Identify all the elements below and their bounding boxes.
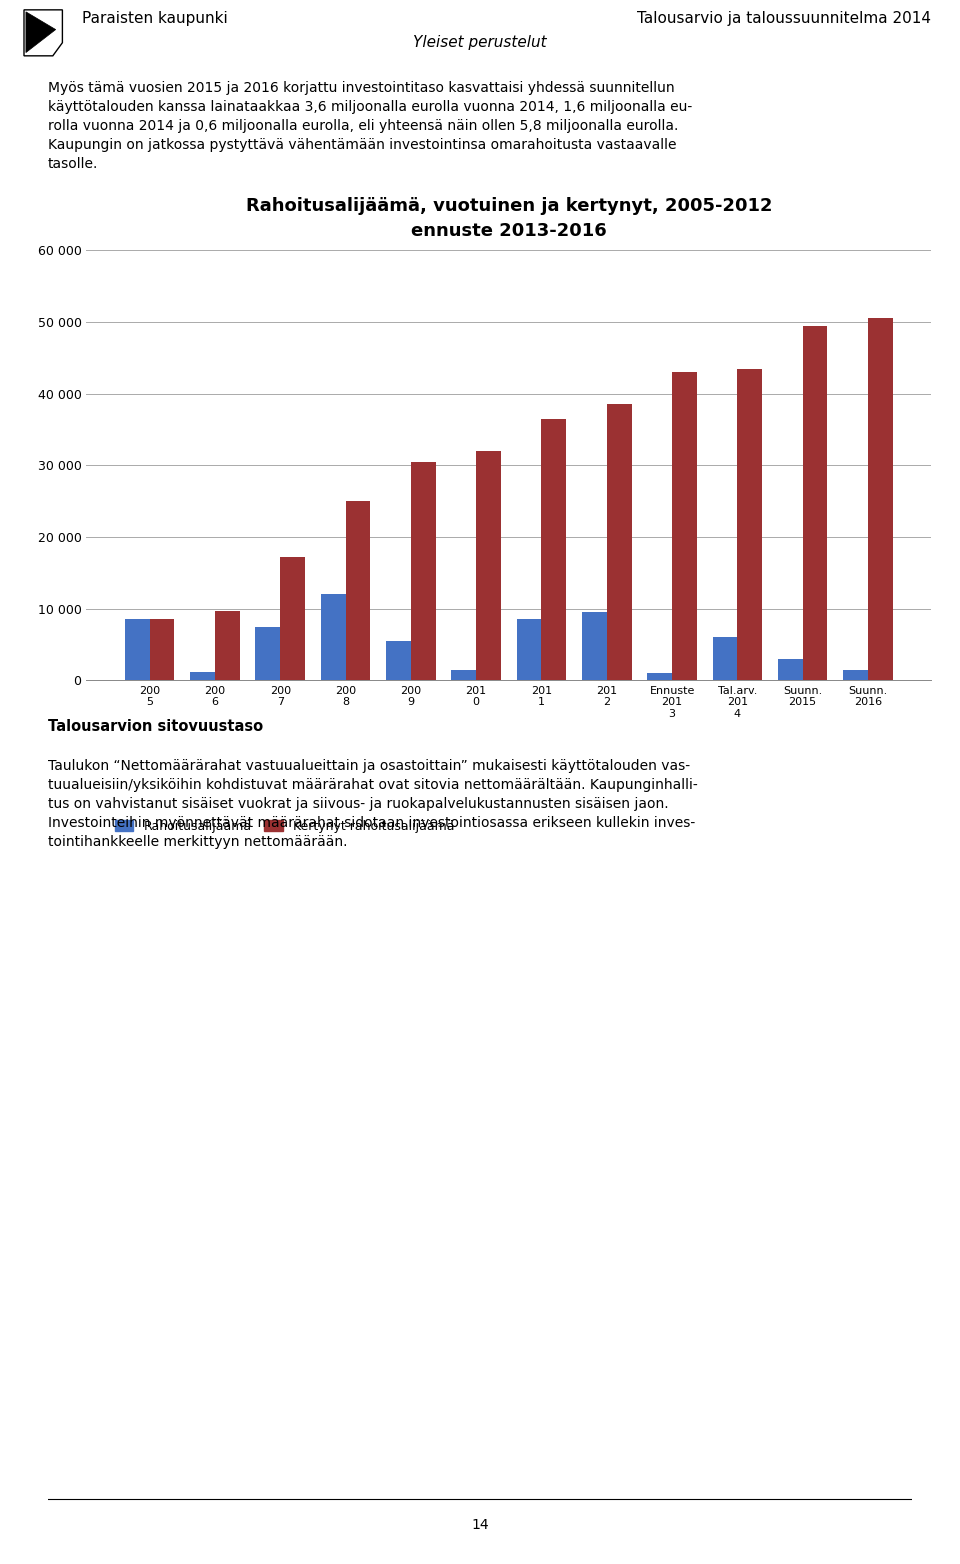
Text: Talousarvio ja taloussuunnitelma 2014: Talousarvio ja taloussuunnitelma 2014 <box>637 11 931 27</box>
Text: Taulukon “Nettomäärärahat vastuualueittain ja osastoittain” mukaisesti käyttötal: Taulukon “Nettomäärärahat vastuualueitta… <box>48 759 698 849</box>
Bar <box>712 638 737 680</box>
Legend: Rahoitusalijäämä, Kertynyt rahoitusalijäämä: Rahoitusalijäämä, Kertynyt rahoitusalijä… <box>109 815 459 838</box>
Text: Talousarvion sitovuustaso: Talousarvion sitovuustaso <box>48 719 263 735</box>
Bar <box>411 461 436 680</box>
Text: 14: 14 <box>471 1519 489 1531</box>
Polygon shape <box>24 9 62 56</box>
Bar <box>255 627 280 680</box>
Bar <box>386 641 411 680</box>
Bar <box>190 673 215 680</box>
Bar <box>150 619 175 680</box>
Bar <box>125 619 150 680</box>
Polygon shape <box>26 13 56 53</box>
Bar <box>516 619 541 680</box>
Text: Paraisten kaupunki: Paraisten kaupunki <box>82 11 228 27</box>
Bar <box>868 319 893 680</box>
Text: Myös tämä vuosien 2015 ja 2016 korjattu investointitaso kasvattaisi yhdessä suun: Myös tämä vuosien 2015 ja 2016 korjattu … <box>48 81 692 170</box>
Bar <box>843 669 868 680</box>
Bar <box>346 500 371 680</box>
Bar <box>541 419 566 680</box>
Bar <box>582 612 607 680</box>
Text: Yleiset perustelut: Yleiset perustelut <box>413 36 547 50</box>
Bar <box>737 369 762 680</box>
Bar <box>803 325 828 680</box>
Bar <box>607 405 632 680</box>
Bar <box>280 557 305 680</box>
Bar <box>476 450 501 680</box>
Bar <box>321 594 346 680</box>
Title: Rahoitusalijäämä, vuotuinen ja kertynyt, 2005-2012
ennuste 2013-2016: Rahoitusalijäämä, vuotuinen ja kertynyt,… <box>246 197 772 241</box>
Bar <box>451 669 476 680</box>
Bar <box>778 658 803 680</box>
Bar <box>672 372 697 680</box>
Bar <box>647 673 672 680</box>
Bar <box>215 612 240 680</box>
